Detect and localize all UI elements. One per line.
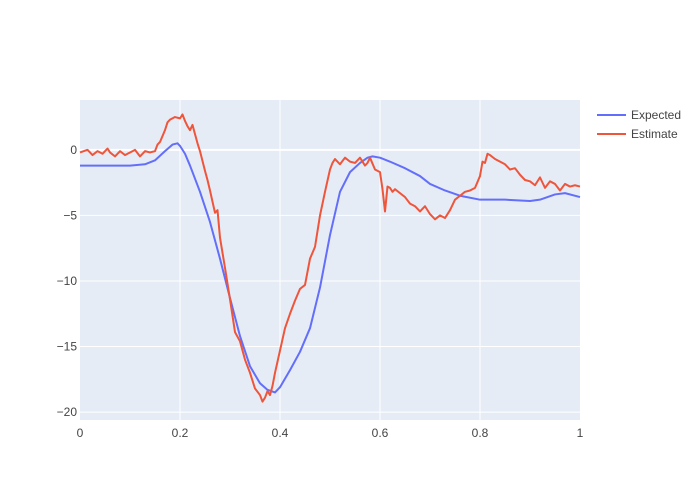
- x-tick-label: 0.2: [172, 426, 189, 440]
- series-line-estimate: [79, 113, 581, 403]
- legend-item-estimate[interactable]: Estimate: [597, 127, 678, 141]
- legend[interactable]: Expected Estimate: [597, 108, 681, 141]
- plot-area: [79, 113, 581, 403]
- legend-item-expected[interactable]: Expected: [597, 108, 681, 122]
- y-axis: 0 −5 −10 −15 −20: [57, 143, 78, 419]
- plot-background: [80, 100, 580, 420]
- legend-label: Expected: [631, 108, 681, 122]
- y-tick-label: 0: [70, 143, 77, 157]
- y-tick-label: −15: [57, 340, 78, 354]
- legend-label: Estimate: [631, 127, 678, 141]
- y-tick-label: −20: [57, 405, 78, 419]
- y-tick-label: −10: [57, 274, 78, 288]
- x-tick-label: 0.8: [472, 426, 489, 440]
- x-tick-label: 1: [577, 426, 584, 440]
- grid-lines: [80, 100, 580, 420]
- y-tick-label: −5: [63, 208, 77, 222]
- x-tick-label: 0: [77, 426, 84, 440]
- x-axis: 0 0.2 0.4 0.6 0.8 1: [77, 426, 584, 440]
- x-tick-label: 0.4: [272, 426, 289, 440]
- x-tick-label: 0.6: [372, 426, 389, 440]
- series-line-expected: [80, 142, 581, 394]
